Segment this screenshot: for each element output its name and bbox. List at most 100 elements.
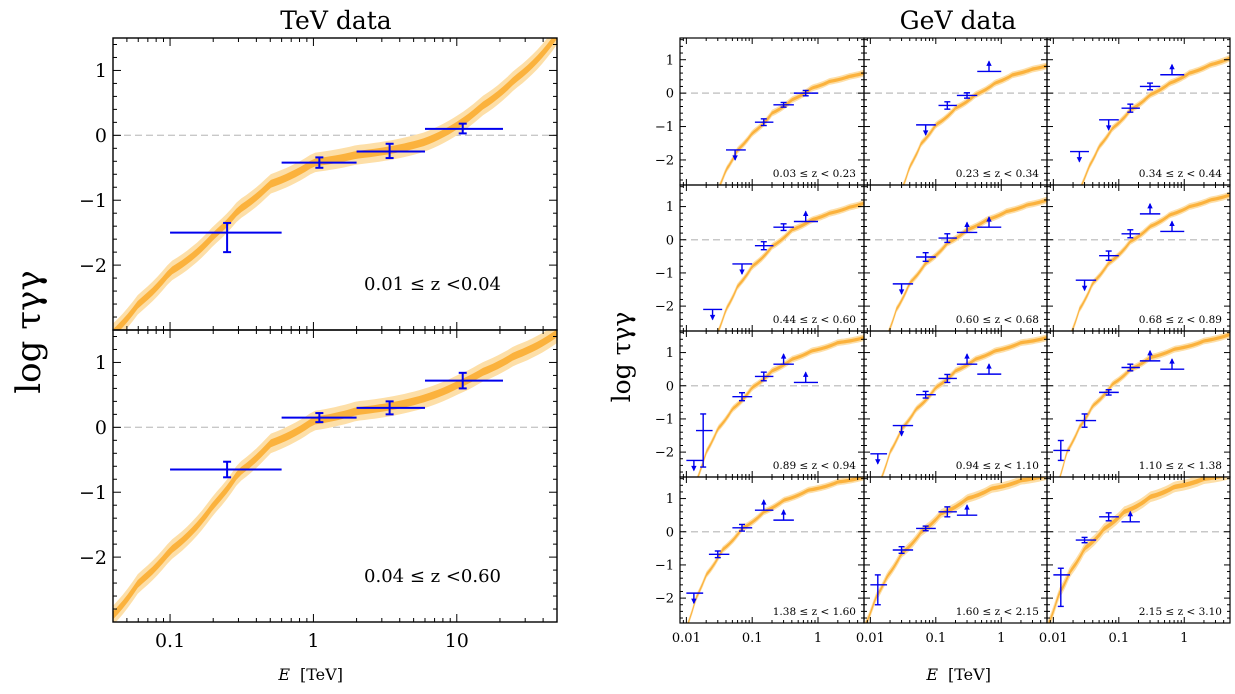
data-point-2 bbox=[356, 142, 425, 160]
panel-gev-4: 0.60 ≤ z < 0.68 bbox=[863, 184, 1048, 332]
right-xlabel-unit: [TeV] bbox=[948, 665, 991, 684]
z-range-label: 0.34 ≤ z < 0.44 bbox=[1139, 168, 1223, 180]
data-point-4 bbox=[1160, 220, 1185, 233]
panel-plot-area bbox=[864, 60, 1047, 185]
y-tick-label: 1 bbox=[666, 492, 674, 507]
x-tick-label: 1 bbox=[814, 631, 822, 646]
data-point-0 bbox=[892, 283, 914, 295]
data-point-3 bbox=[1121, 510, 1140, 523]
data-point-3 bbox=[938, 506, 957, 518]
z-range-label: 0.03 ≤ z < 0.23 bbox=[773, 168, 856, 180]
x-tick-label: 0.01 bbox=[1039, 631, 1068, 646]
y-tick-label: 0 bbox=[666, 379, 674, 394]
panel-gev-11: 0.01 0.1 1 2.15 ≤ z < 3.10 bbox=[1039, 476, 1231, 646]
data-point-1 bbox=[892, 545, 914, 555]
panel-tev-1: −2 −1 0 1 0.1 1 10 0.04 ≤ z <0.60 bbox=[79, 329, 558, 652]
model-band-inner bbox=[888, 198, 1047, 331]
model-band-inner bbox=[881, 336, 1047, 477]
arrow-head bbox=[1169, 358, 1175, 364]
data-point-1 bbox=[916, 251, 936, 263]
x-tick-label: 1 bbox=[307, 630, 319, 652]
data-point-2 bbox=[773, 101, 794, 108]
arrow-head bbox=[732, 155, 738, 161]
arrow-head bbox=[1147, 202, 1153, 209]
model-band-outer bbox=[1070, 191, 1230, 331]
data-point-0 bbox=[170, 221, 282, 254]
data-point-1 bbox=[1075, 536, 1097, 544]
y-tick-label: −2 bbox=[79, 547, 107, 569]
data-point-1 bbox=[1075, 413, 1097, 428]
model-band-inner bbox=[697, 336, 864, 477]
data-point-0 bbox=[726, 149, 746, 161]
arrow-head bbox=[802, 371, 809, 377]
data-point-3 bbox=[754, 499, 774, 511]
panel-plot-area bbox=[1047, 477, 1230, 623]
z-range-label: 0.89 ≤ z < 0.94 bbox=[773, 460, 857, 472]
panel-ticks bbox=[863, 477, 1048, 623]
arrow-head bbox=[802, 210, 809, 216]
arrow-head bbox=[780, 353, 787, 359]
z-range-label: 0.23 ≤ z < 0.34 bbox=[956, 168, 1040, 180]
panel-gev-9: −2 −1 0 1 0.01 0.1 1 1.38 ≤ z < 1.60 bbox=[655, 476, 865, 646]
data-point-0 bbox=[870, 574, 888, 606]
z-range-label: 0.04 ≤ z <0.60 bbox=[364, 566, 501, 587]
y-tick-label: 1 bbox=[666, 200, 674, 215]
arrow-head bbox=[1127, 510, 1134, 517]
arrow-head bbox=[964, 504, 970, 510]
right-xlabel: E [TeV] bbox=[925, 665, 991, 684]
arrow-head bbox=[1169, 63, 1175, 70]
arrow-head bbox=[1169, 220, 1175, 226]
model-band-inner bbox=[902, 64, 1047, 185]
panel-gev-5: 0.68 ≤ z < 0.89 bbox=[1046, 184, 1231, 332]
right-xlabel-symbol: E bbox=[925, 665, 938, 684]
panel-ticks bbox=[112, 330, 558, 623]
data-point-0 bbox=[686, 592, 704, 605]
data-point-3 bbox=[424, 371, 503, 390]
z-range-label: 2.15 ≤ z < 3.10 bbox=[1139, 606, 1222, 618]
data-point-2 bbox=[956, 92, 978, 99]
data-point-5 bbox=[977, 363, 1002, 375]
panel-gev-1: 0.23 ≤ z < 0.34 bbox=[863, 37, 1048, 186]
panel-ticks bbox=[1046, 477, 1231, 623]
z-range-label: 0.01 ≤ z <0.04 bbox=[364, 274, 501, 295]
panel-plot-area bbox=[864, 477, 1047, 623]
y-tick-label: −2 bbox=[79, 255, 107, 277]
model-band-outer bbox=[696, 334, 864, 477]
model-band-inner bbox=[1059, 332, 1230, 477]
y-tick-label: 0 bbox=[95, 417, 107, 439]
y-tick-label: 1 bbox=[95, 352, 107, 374]
panel-plot-area bbox=[680, 334, 864, 477]
y-tick-label: 0 bbox=[666, 233, 674, 248]
data-point-2 bbox=[916, 525, 936, 532]
model-band-inner bbox=[865, 477, 1047, 623]
data-point-2 bbox=[732, 523, 753, 532]
panel-ticks bbox=[679, 477, 865, 623]
data-point-1 bbox=[754, 118, 774, 127]
panel-plot-area bbox=[864, 196, 1047, 331]
data-point-4 bbox=[956, 353, 978, 365]
panel-frame bbox=[1046, 184, 1231, 332]
model-band-outer bbox=[902, 62, 1047, 185]
y-tick-label: 1 bbox=[666, 53, 674, 68]
arrow-head bbox=[986, 60, 992, 66]
z-range-label: 0.60 ≤ z < 0.68 bbox=[956, 314, 1039, 326]
panel-frame bbox=[1046, 37, 1231, 186]
data-point-2 bbox=[732, 392, 753, 402]
panel-frame bbox=[863, 476, 1048, 624]
panel-gev-7: 0.94 ≤ z < 1.10 bbox=[863, 330, 1048, 478]
model-band-outer bbox=[113, 38, 557, 330]
panel-gev-0: −2 −1 0 1 0.03 ≤ z < 0.23 bbox=[655, 37, 865, 186]
x-tick-label: 1 bbox=[997, 631, 1005, 646]
arrow-head bbox=[964, 353, 970, 359]
arrow-head bbox=[964, 221, 970, 227]
data-point-1 bbox=[695, 413, 713, 468]
x-tick-label: 10 bbox=[445, 630, 469, 652]
panel-plot-area bbox=[113, 330, 557, 622]
arrow-head bbox=[875, 459, 881, 465]
arrow-head bbox=[986, 363, 992, 369]
data-point-0 bbox=[1070, 150, 1089, 163]
model-band-outer bbox=[1059, 331, 1230, 477]
y-tick-label: −1 bbox=[79, 482, 107, 504]
